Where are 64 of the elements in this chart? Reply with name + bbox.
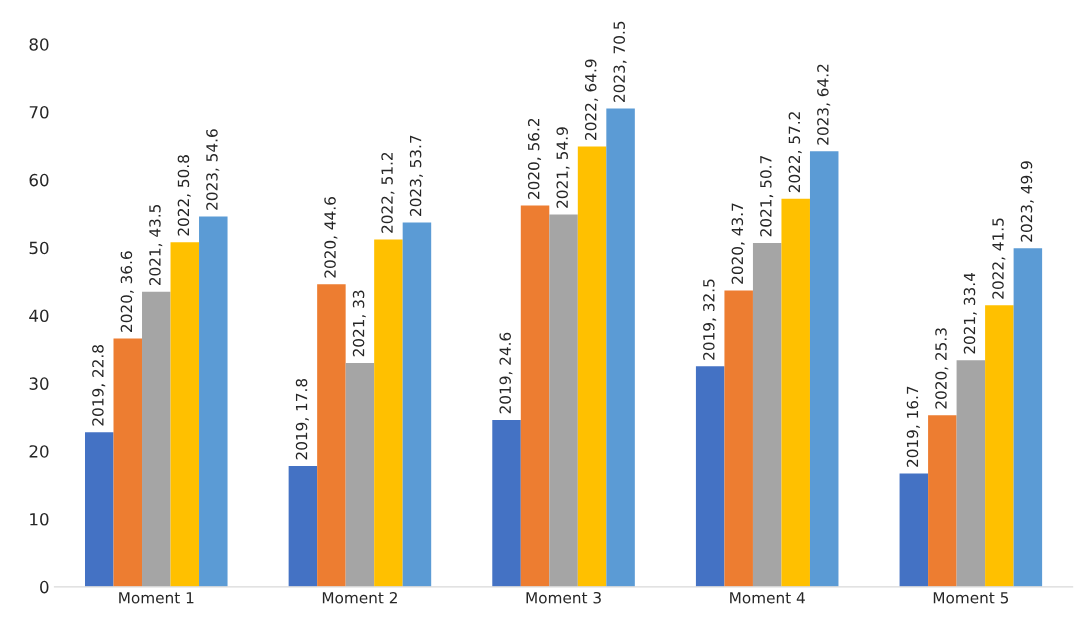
bar (899, 473, 929, 587)
bar (492, 419, 521, 587)
data-label: 2021, 33.4 (963, 272, 977, 354)
data-label: 2023, 54.6 (206, 129, 220, 210)
y-tick-label: 60 (29, 173, 49, 187)
data-label: 2019, 24.6 (499, 332, 513, 414)
bar (170, 242, 200, 587)
x-tick-label: Moment 4 (730, 592, 805, 604)
bar (549, 214, 578, 587)
bar (288, 466, 318, 587)
y-tick-label: 70 (29, 105, 49, 119)
data-label: 2019, 16.7 (906, 386, 920, 467)
bar (1013, 248, 1043, 587)
x-tick-label: Moment 3 (526, 591, 601, 604)
y-tick-label: 0 (40, 580, 49, 594)
x-tick-label: Moment 2 (322, 591, 397, 604)
bar (606, 108, 635, 587)
bar (345, 362, 375, 587)
data-label: 2022, 51.2 (381, 152, 395, 233)
bar (985, 305, 1014, 587)
bar (928, 415, 957, 587)
data-label: 2020, 44.6 (324, 197, 338, 278)
bar (695, 366, 725, 587)
data-label: 2021, 50.7 (760, 156, 774, 237)
data-label: 2022, 64.9 (584, 59, 599, 140)
data-label: 2019, 32.5 (703, 279, 717, 360)
data-label: 2022, 57.2 (788, 112, 802, 193)
data-label: 2023, 53.7 (409, 135, 423, 216)
data-label: 2021, 43.5 (149, 204, 163, 286)
bar (317, 284, 346, 587)
data-label: 2021, 54.9 (556, 127, 570, 208)
y-tick-label: 80 (29, 38, 49, 51)
data-label: 2020, 36.6 (120, 251, 134, 332)
bar (956, 360, 986, 587)
bar (520, 205, 550, 587)
data-label: 2023, 64.2 (817, 64, 831, 145)
data-label: 2021, 33 (352, 290, 366, 357)
x-tick-label: Moment 5 (933, 592, 1009, 604)
data-label: 2022, 50.8 (177, 155, 191, 236)
data-label: 2020, 25.3 (935, 328, 949, 409)
y-tick-label: 10 (30, 512, 49, 526)
data-label: 2020, 43.7 (731, 203, 745, 284)
bar (781, 198, 810, 587)
y-tick-label: 40 (29, 309, 49, 323)
data-label: 2022, 41.5 (992, 218, 1006, 299)
data-label: 2023, 49.9 (1020, 161, 1034, 242)
y-tick-label: 30 (29, 377, 49, 390)
bar (402, 222, 432, 587)
bar (199, 216, 228, 587)
data-label: 2023, 70.5 (613, 21, 627, 102)
bar (577, 146, 607, 587)
data-label: 2019, 22.8 (92, 345, 106, 426)
bar (374, 239, 403, 587)
bar (809, 151, 839, 587)
data-label: 2019, 17.8 (295, 378, 309, 460)
y-tick-label: 20 (29, 445, 49, 458)
bar (752, 242, 782, 587)
bar (113, 338, 143, 587)
x-tick-label: Moment 1 (119, 592, 194, 604)
bar (85, 432, 114, 587)
bar (724, 290, 753, 587)
y-tick-label: 50 (29, 241, 49, 255)
bar (142, 291, 171, 587)
data-label: 2020, 56.2 (527, 118, 542, 199)
